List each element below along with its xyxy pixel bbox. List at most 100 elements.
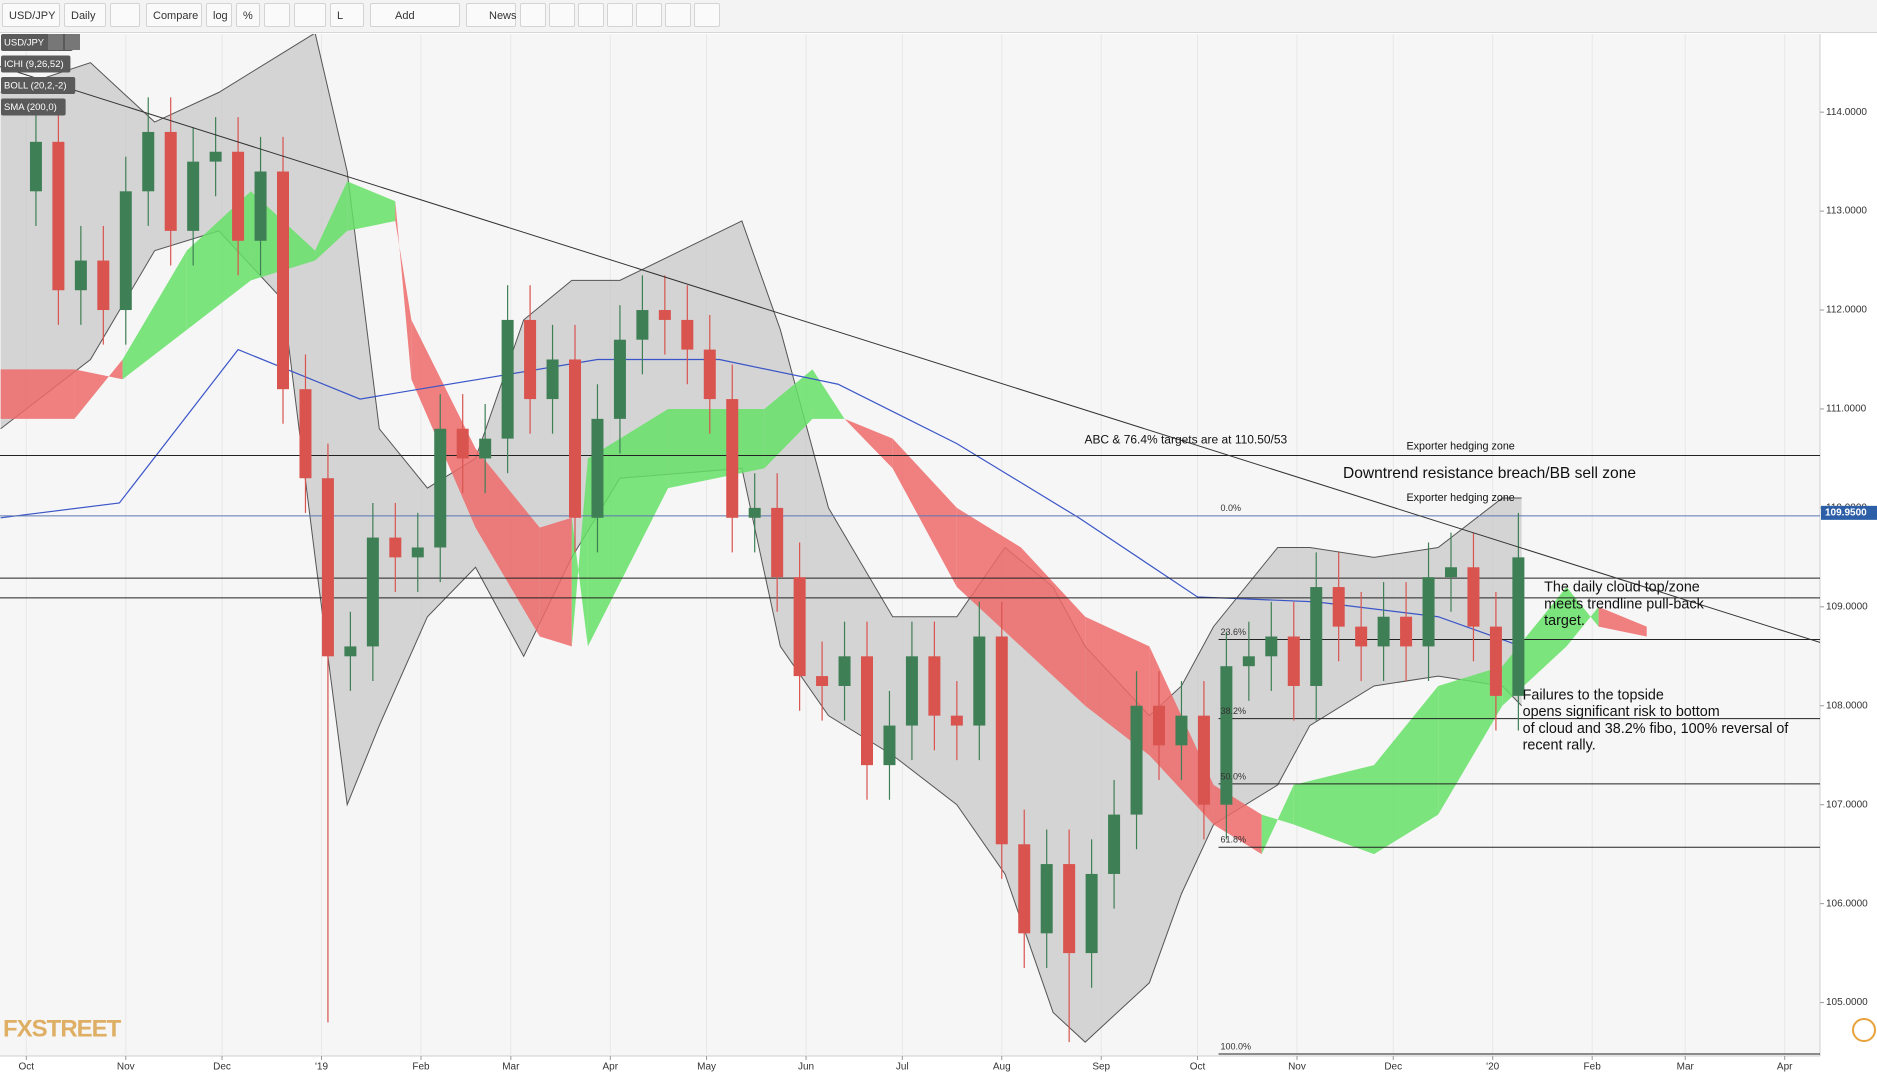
x-tick-label: Oct bbox=[19, 1062, 35, 1073]
x-tick-label: Nov bbox=[1288, 1062, 1306, 1073]
trendline bbox=[0, 66, 1820, 643]
annotation: of cloud and 38.2% fibo, 100% reversal o… bbox=[1523, 721, 1790, 737]
legend-label: USD/JPY bbox=[4, 38, 45, 49]
candle-body bbox=[613, 339, 626, 419]
draw-button[interactable] bbox=[264, 3, 290, 27]
candle-body bbox=[658, 310, 671, 320]
price-label-box bbox=[1821, 505, 1877, 520]
legend-box bbox=[1, 77, 76, 94]
candle-body bbox=[1242, 656, 1255, 667]
annotation: ABC & 76.4% targets are at 110.50/53 bbox=[1084, 433, 1287, 447]
legend-label: ICHI (9,26,52) bbox=[4, 59, 64, 70]
annotation: recent rally. bbox=[1523, 738, 1596, 754]
mute-button[interactable] bbox=[694, 3, 720, 27]
sma-line bbox=[0, 348, 1522, 647]
cloud-segment bbox=[411, 319, 476, 528]
toolbar: USD/JPY Daily Compare log % L Add Indica… bbox=[0, 0, 1877, 46]
legend-icon[interactable] bbox=[48, 34, 63, 50]
logo: FXSTREET bbox=[3, 1015, 122, 1042]
candle-body bbox=[1489, 626, 1502, 696]
candle-body bbox=[726, 399, 739, 518]
candle-body bbox=[479, 438, 492, 459]
chat-button[interactable] bbox=[1852, 1018, 1876, 1042]
line-button[interactable]: L bbox=[330, 3, 364, 27]
cloud-segment bbox=[395, 201, 412, 380]
print-button[interactable] bbox=[607, 3, 633, 27]
x-tick-label: Feb bbox=[412, 1062, 430, 1073]
log-button[interactable]: log bbox=[206, 3, 232, 27]
fullscreen-button[interactable] bbox=[665, 3, 691, 27]
candle-body bbox=[703, 349, 716, 400]
percent-button[interactable]: % bbox=[236, 3, 260, 27]
annotation: Failures to the topside bbox=[1523, 687, 1664, 703]
annotation: The daily cloud top/zone bbox=[1544, 580, 1700, 596]
x-tick-label: Apr bbox=[603, 1062, 619, 1073]
candle-body bbox=[1018, 844, 1031, 934]
x-tick-label: '19 bbox=[315, 1062, 328, 1073]
cloud-segment bbox=[1373, 685, 1439, 855]
y-tick-label: 109.0000 bbox=[1826, 601, 1868, 612]
candle-body bbox=[119, 191, 132, 311]
y-tick-label: 105.0000 bbox=[1826, 997, 1868, 1008]
candle-body bbox=[501, 319, 514, 439]
legend-box bbox=[1, 55, 71, 73]
symbol-button[interactable]: USD/JPY bbox=[2, 3, 60, 27]
price-label: 109.9500 bbox=[1825, 507, 1867, 518]
fib-label: 38.2% bbox=[1221, 706, 1247, 716]
x-tick-label: Mar bbox=[502, 1062, 520, 1073]
annotation: Exporter hedging zone bbox=[1406, 492, 1514, 504]
candle-body bbox=[1108, 814, 1121, 874]
candle-body bbox=[344, 646, 357, 657]
news-button[interactable]: News bbox=[466, 3, 517, 27]
cloud-segment bbox=[587, 408, 669, 647]
candle-body bbox=[1287, 636, 1300, 686]
legend-icon[interactable] bbox=[65, 34, 80, 50]
candle-body bbox=[524, 319, 537, 400]
candle-body bbox=[1422, 577, 1435, 647]
candle-body bbox=[1175, 715, 1188, 746]
fib-label: 61.8% bbox=[1221, 835, 1247, 845]
annotation: target. bbox=[1544, 613, 1585, 629]
candle-body bbox=[389, 537, 402, 558]
cloud-segment bbox=[571, 458, 588, 647]
candle-body bbox=[838, 656, 851, 686]
x-tick-label: Jul bbox=[896, 1062, 909, 1073]
x-tick-label: Dec bbox=[1384, 1062, 1402, 1073]
candle-body bbox=[1467, 567, 1480, 627]
png-button[interactable] bbox=[636, 3, 662, 27]
cloud-segment bbox=[0, 369, 75, 419]
interval-button[interactable]: Daily bbox=[64, 3, 106, 27]
cloud-segment bbox=[1293, 765, 1374, 855]
x-tick-label: Apr bbox=[1777, 1062, 1793, 1073]
cloud-segment bbox=[1598, 606, 1647, 637]
candle-body bbox=[74, 260, 87, 291]
chart-type-button[interactable] bbox=[110, 3, 140, 27]
candle-body bbox=[321, 478, 334, 657]
zoom-out-button[interactable] bbox=[578, 3, 604, 27]
candle-body bbox=[1152, 705, 1165, 746]
candle-body bbox=[142, 131, 155, 192]
cloud-segment bbox=[892, 438, 957, 588]
annotation: opens significant risk to bottom bbox=[1523, 704, 1720, 720]
x-tick-label: '20 bbox=[1486, 1062, 1499, 1073]
candle-body bbox=[793, 577, 806, 677]
candle-body bbox=[1220, 666, 1233, 805]
y-tick-label: 111.0000 bbox=[1826, 404, 1867, 415]
y-tick-label: 106.0000 bbox=[1826, 898, 1868, 909]
cloud-segment bbox=[956, 507, 1022, 647]
candle-body bbox=[1377, 616, 1390, 647]
compare-button[interactable]: Compare bbox=[146, 3, 202, 27]
y-tick-label: 107.0000 bbox=[1826, 799, 1868, 810]
cloud-segment bbox=[1438, 666, 1503, 815]
candle-body bbox=[1444, 567, 1457, 578]
fib-label: 0.0% bbox=[1221, 503, 1242, 513]
candle-body bbox=[456, 428, 469, 459]
bars-button[interactable] bbox=[294, 3, 326, 27]
refresh-button[interactable] bbox=[520, 3, 546, 27]
candle-body bbox=[569, 359, 582, 518]
candle-body bbox=[973, 636, 986, 726]
zoom-in-button[interactable] bbox=[549, 3, 575, 27]
candle-body bbox=[681, 319, 694, 350]
